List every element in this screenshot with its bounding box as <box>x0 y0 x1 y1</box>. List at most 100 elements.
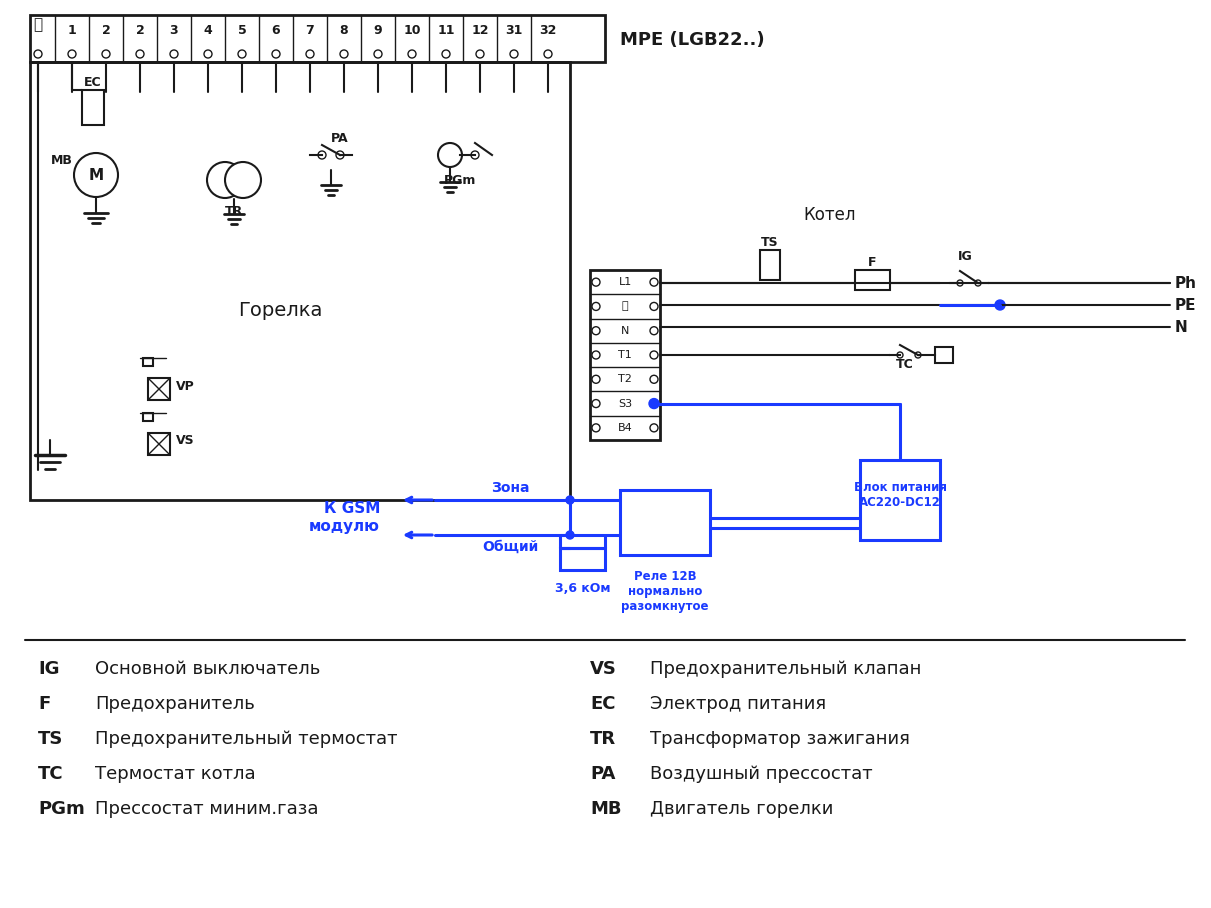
Text: TS: TS <box>762 235 779 249</box>
Bar <box>82 90 104 125</box>
Text: 6: 6 <box>271 24 280 36</box>
Circle shape <box>649 399 659 409</box>
Text: 3,6 кОм: 3,6 кОм <box>555 582 610 595</box>
Text: PA: PA <box>331 132 349 144</box>
Circle shape <box>225 162 262 198</box>
Circle shape <box>203 50 212 58</box>
Bar <box>761 250 780 280</box>
Text: TR: TR <box>225 205 243 218</box>
Text: Общий: Общий <box>482 540 538 554</box>
Text: IG: IG <box>958 251 972 263</box>
Circle shape <box>102 50 110 58</box>
Circle shape <box>650 351 658 359</box>
Bar <box>143 413 153 421</box>
Text: TC: TC <box>896 359 914 371</box>
Text: 8: 8 <box>340 24 349 36</box>
Circle shape <box>471 151 480 159</box>
Bar <box>855 270 890 290</box>
Bar <box>590 270 660 440</box>
Text: 11: 11 <box>437 24 455 36</box>
Text: T2: T2 <box>618 374 632 384</box>
Circle shape <box>438 143 463 167</box>
Text: VS: VS <box>590 660 616 678</box>
Circle shape <box>170 50 178 58</box>
Circle shape <box>34 50 42 58</box>
Text: 10: 10 <box>403 24 420 36</box>
Circle shape <box>975 280 981 286</box>
Text: F: F <box>38 695 50 713</box>
Text: 31: 31 <box>505 24 523 36</box>
Circle shape <box>592 302 599 311</box>
Text: PE: PE <box>1175 298 1196 312</box>
Text: Ph: Ph <box>1175 275 1196 291</box>
Circle shape <box>650 375 658 383</box>
Text: F: F <box>868 255 877 269</box>
Circle shape <box>544 50 552 58</box>
Text: PA: PA <box>590 765 615 783</box>
Circle shape <box>592 278 599 286</box>
Text: Двигатель горелки: Двигатель горелки <box>650 800 833 818</box>
Circle shape <box>136 50 144 58</box>
Text: PGm: PGm <box>38 800 85 818</box>
Text: Котел: Котел <box>804 206 856 224</box>
Bar <box>30 15 606 62</box>
Text: MPE (LGB22..): MPE (LGB22..) <box>620 31 764 49</box>
Circle shape <box>650 302 658 311</box>
Text: T1: T1 <box>618 350 632 360</box>
Text: VS: VS <box>176 435 195 448</box>
Text: Предохранительный термостат: Предохранительный термостат <box>94 730 397 748</box>
Bar <box>143 358 153 366</box>
Circle shape <box>74 153 117 197</box>
Bar <box>620 490 710 555</box>
Text: Основной выключатель: Основной выключатель <box>94 660 321 678</box>
Circle shape <box>592 424 599 432</box>
Bar <box>935 347 953 363</box>
Circle shape <box>897 352 903 358</box>
Text: VP: VP <box>176 380 195 392</box>
Text: M: M <box>88 167 104 183</box>
Circle shape <box>239 50 246 58</box>
Text: 5: 5 <box>237 24 246 36</box>
Circle shape <box>592 375 599 383</box>
Bar <box>559 548 606 570</box>
Circle shape <box>272 50 280 58</box>
Text: 4: 4 <box>203 24 212 36</box>
Text: Предохранитель: Предохранитель <box>94 695 254 713</box>
Text: Горелка: Горелка <box>237 301 322 320</box>
Text: B4: B4 <box>618 423 632 433</box>
Circle shape <box>650 400 658 408</box>
Circle shape <box>995 300 1005 310</box>
Text: TR: TR <box>590 730 616 748</box>
Text: Термостат котла: Термостат котла <box>94 765 256 783</box>
Circle shape <box>916 352 922 358</box>
Text: ⏚: ⏚ <box>34 17 42 33</box>
Text: MB: MB <box>590 800 621 818</box>
Circle shape <box>957 280 963 286</box>
Text: TS: TS <box>38 730 63 748</box>
Text: 3: 3 <box>170 24 178 36</box>
Text: Зона: Зона <box>490 481 529 495</box>
Circle shape <box>510 50 518 58</box>
Text: 2: 2 <box>102 24 110 36</box>
Circle shape <box>318 151 326 159</box>
Text: 9: 9 <box>374 24 383 36</box>
Text: EC: EC <box>85 75 102 88</box>
Text: PGm: PGm <box>443 173 476 186</box>
Text: Электрод питания: Электрод питания <box>650 695 826 713</box>
Circle shape <box>566 496 574 504</box>
Circle shape <box>68 50 76 58</box>
Circle shape <box>650 424 658 432</box>
Circle shape <box>476 50 484 58</box>
Bar <box>860 460 940 540</box>
Bar <box>148 378 170 400</box>
Circle shape <box>566 531 574 539</box>
Text: Прессостат миним.газа: Прессостат миним.газа <box>94 800 318 818</box>
Circle shape <box>592 327 599 335</box>
Circle shape <box>650 278 658 286</box>
Circle shape <box>408 50 417 58</box>
Text: Предохранительный клапан: Предохранительный клапан <box>650 660 922 678</box>
Text: EC: EC <box>590 695 615 713</box>
Text: IG: IG <box>38 660 59 678</box>
Text: 2: 2 <box>136 24 144 36</box>
Circle shape <box>306 50 314 58</box>
